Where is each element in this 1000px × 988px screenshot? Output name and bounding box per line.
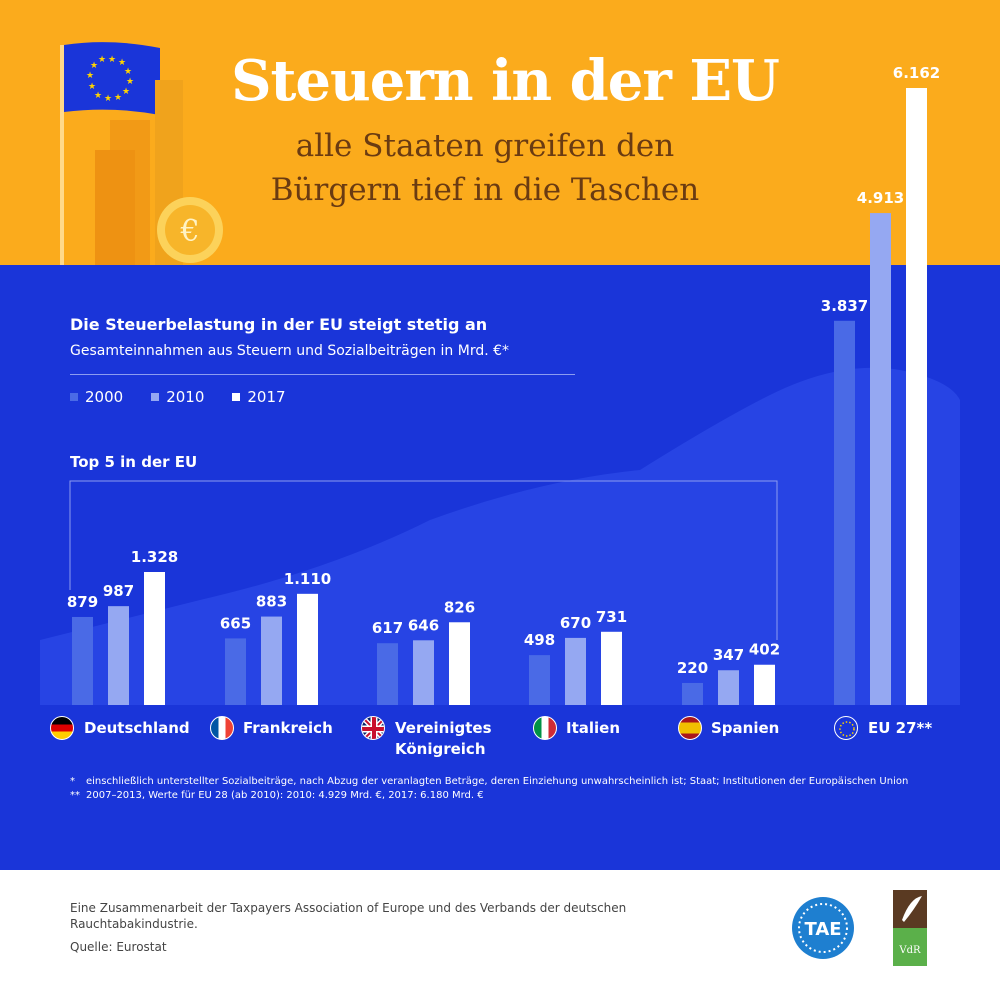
page-subtitle-line2: Bürgern tief in die Taschen <box>270 172 700 208</box>
svg-text:★: ★ <box>126 77 134 87</box>
bar-italien-2000 <box>529 655 550 705</box>
bar-deutschland-2010 <box>108 606 129 705</box>
svg-text:★: ★ <box>104 94 112 104</box>
legend: 2000 2010 2017 <box>70 388 286 406</box>
legend-swatch-2000 <box>70 393 78 401</box>
data-label-vereinigtes-k-nigreich-2010: 646 <box>408 616 439 634</box>
footnote-2-text: 2007–2013, Werte für EU 28 (ab 2010): 20… <box>86 790 484 801</box>
bar-spanien-2000 <box>682 682 703 705</box>
italy-flag-icon <box>533 716 557 740</box>
data-label-eu-27-2000: 3.837 <box>821 297 868 315</box>
bar-spanien-2017 <box>754 664 775 705</box>
label-spanien: Spanien <box>711 719 780 737</box>
page-subtitle-line1: alle Staaten greifen den <box>295 128 675 164</box>
footnote-1: * einschließlich unterstellter Sozialbei… <box>70 775 950 789</box>
legend-label-2017: 2017 <box>247 388 286 406</box>
data-label-italien-2017: 731 <box>596 608 627 626</box>
eu-flag-icon <box>834 716 858 740</box>
chart-subtitle: Gesamteinnahmen aus Steuern und Sozialbe… <box>70 343 510 359</box>
label-frankreich: Frankreich <box>243 719 333 737</box>
svg-text:€: € <box>179 214 199 249</box>
data-label-frankreich-2000: 665 <box>220 614 251 632</box>
france-flag-icon <box>210 716 234 740</box>
svg-text:★: ★ <box>90 61 98 71</box>
bar-vereinigtes-k-nigreich-2000 <box>377 643 398 705</box>
label-vereinigtes: Vereinigtes <box>395 719 492 737</box>
footnote-2: ** 2007–2013, Werte für EU 28 (ab 2010):… <box>70 789 950 803</box>
footnote-2-mark: ** <box>70 790 80 801</box>
chart-title: Die Steuerbelastung in der EU steigt ste… <box>70 315 488 334</box>
svg-text:★: ★ <box>108 55 116 65</box>
data-label-spanien-2010: 347 <box>713 646 744 664</box>
data-label-frankreich-2017: 1.110 <box>284 570 331 588</box>
label-eu27: EU 27** <box>868 719 933 737</box>
data-label-eu-27-2010: 4.913 <box>857 189 904 207</box>
euro-coin-icon: € <box>157 197 223 263</box>
source-text: Quelle: Eurostat <box>70 940 167 954</box>
legend-label-2000: 2000 <box>85 388 124 406</box>
svg-text:★: ★ <box>98 55 106 65</box>
legend-swatch-2017 <box>232 393 241 401</box>
data-label-deutschland-2010: 987 <box>103 582 134 600</box>
svg-text:★: ★ <box>124 67 132 77</box>
legend-item-2010: 2010 <box>151 388 204 406</box>
data-label-deutschland-2000: 879 <box>67 593 98 611</box>
data-label-frankreich-2010: 883 <box>256 593 287 611</box>
bar-italien-2010 <box>565 637 586 705</box>
label-deutschland: Deutschland <box>84 719 190 737</box>
germany-flag-icon <box>50 716 74 740</box>
spain-flag-icon <box>678 716 702 740</box>
data-label-italien-2010: 670 <box>560 614 591 632</box>
flag-pole <box>60 45 64 265</box>
svg-text:★: ★ <box>118 58 126 68</box>
label-koenigreich: Königreich <box>395 740 486 758</box>
uk-flag-icon <box>361 716 385 740</box>
bar-deutschland-2000 <box>72 616 93 705</box>
bar-italien-2017 <box>601 631 622 705</box>
bar-vereinigtes-k-nigreich-2010 <box>413 640 434 705</box>
svg-text:★: ★ <box>114 93 122 103</box>
svg-text:★: ★ <box>94 91 102 101</box>
bar-eu-27-2017 <box>906 88 927 705</box>
bar-eu-27-2000 <box>834 320 855 705</box>
bar-spanien-2010 <box>718 670 739 705</box>
bar-frankreich-2010 <box>261 616 282 705</box>
footnote-1-mark: * <box>70 776 75 787</box>
bar-frankreich-2017 <box>297 593 318 705</box>
divider <box>70 374 575 375</box>
data-label-spanien-2017: 402 <box>749 641 780 659</box>
data-label-spanien-2000: 220 <box>677 659 708 677</box>
data-label-vereinigtes-k-nigreich-2000: 617 <box>372 619 403 637</box>
svg-text:★: ★ <box>88 82 96 92</box>
data-label-eu-27-2017: 6.162 <box>893 64 940 82</box>
eu-flag-banner-icon: ★ ★★ ★★★ ★★★ ★★★ <box>64 42 160 115</box>
data-label-vereinigtes-k-nigreich-2017: 826 <box>444 598 475 616</box>
label-italien: Italien <box>566 719 621 737</box>
legend-swatch-2010 <box>151 393 160 401</box>
top5-label: Top 5 in der EU <box>70 453 198 471</box>
top5-bracket <box>69 480 778 640</box>
footnote-1-text: einschließlich unterstellter Sozialbeitr… <box>86 776 909 787</box>
legend-label-2010: 2010 <box>166 388 205 406</box>
page-title: Steuern in der EU <box>231 48 780 114</box>
bar-deutschland-2017 <box>144 572 165 705</box>
data-label-italien-2000: 498 <box>524 631 555 649</box>
bar-eu-27-2010 <box>870 213 891 706</box>
svg-text:★: ★ <box>122 87 130 97</box>
legend-item-2017: 2017 <box>232 388 286 406</box>
svg-text:★: ★ <box>86 71 94 81</box>
bar-frankreich-2000 <box>225 638 246 705</box>
footnotes: * einschließlich unterstellter Sozialbei… <box>70 775 950 803</box>
legend-item-2000: 2000 <box>70 388 123 406</box>
data-label-deutschland-2017: 1.328 <box>131 548 178 566</box>
bar-vereinigtes-k-nigreich-2017 <box>449 622 470 705</box>
credit-text: Eine Zusammenarbeit der Taxpayers Associ… <box>70 901 627 931</box>
